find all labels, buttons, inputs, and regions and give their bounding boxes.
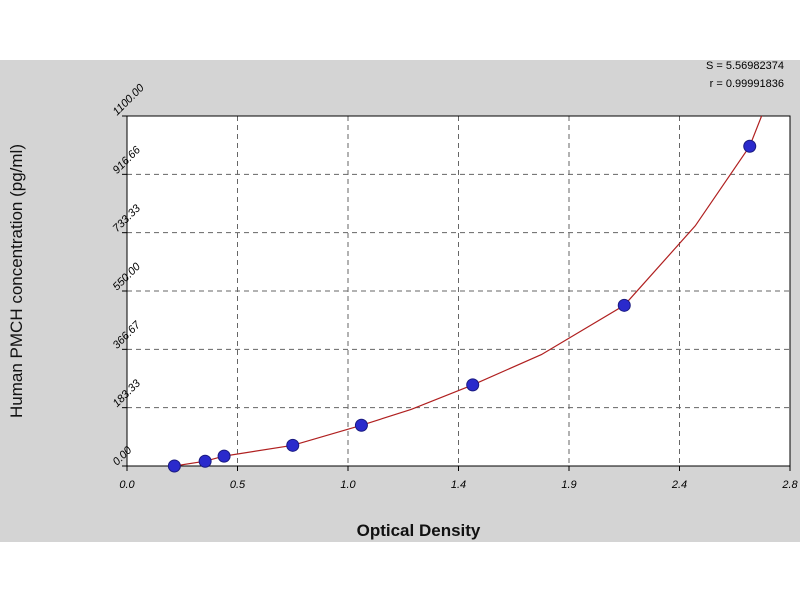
data-point [167,459,181,473]
x-axis-label: Optical Density [357,521,481,540]
data-point [743,139,757,153]
data-point [217,449,231,463]
fit-stat-r: r = 0.99991836 [709,78,784,90]
x-tick-label: 2.8 [781,479,798,491]
x-tick-label: 2.4 [671,479,687,491]
data-point [286,438,300,452]
data-point [466,378,480,392]
chart-figure: S = 5.56982374 r = 0.99991836 0.0 0.5 1.0 1… [0,60,800,542]
x-tick-label: 1.0 [340,479,356,491]
data-point [617,298,631,312]
y-axis-label: Human PMCH concentration (pg/ml) [7,144,26,418]
chart-svg: 0.0 0.5 1.0 1.4 1.9 2.4 2.80.00183.33366.67550… [7,81,799,540]
fit-stat-s: S = 5.56982374 [706,60,784,72]
data-point [198,454,212,468]
x-tick-label: 0.5 [230,479,246,491]
x-tick-label: 0.0 [119,479,135,491]
x-tick-label: 1.4 [451,479,466,491]
x-tick-label: 1.9 [561,479,576,491]
data-point [354,418,368,432]
y-tick-label: 1100.00 [111,81,148,118]
